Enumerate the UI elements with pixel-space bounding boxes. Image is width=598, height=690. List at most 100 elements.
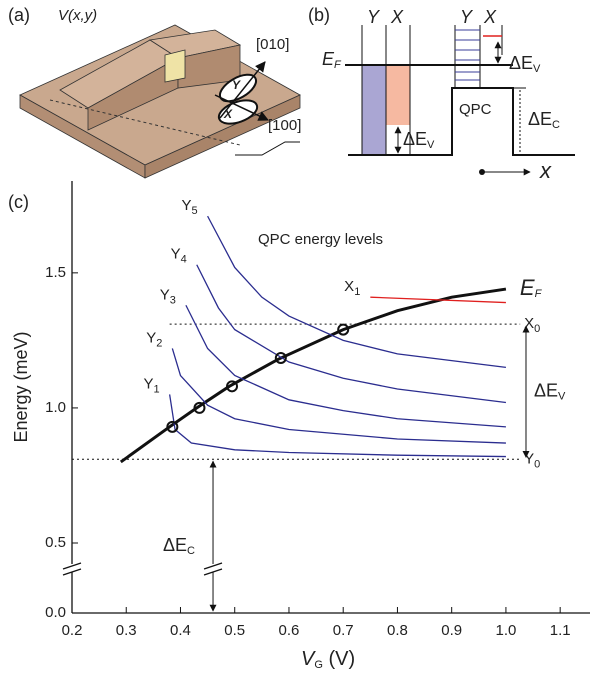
intersection-marker <box>274 351 287 364</box>
text-part: ΔE <box>528 109 552 129</box>
text-part: V <box>558 391 566 403</box>
text-part: 4 <box>181 254 187 266</box>
text-part: E <box>520 275 535 300</box>
filled-band <box>386 65 410 125</box>
x-tick-label: 0.9 <box>441 622 462 639</box>
text-part: X <box>344 278 354 295</box>
y-tick-label: 0.0 <box>45 604 66 621</box>
text-part: 0 <box>534 458 540 470</box>
band-label: X <box>390 7 404 27</box>
text-part: Y <box>524 450 534 467</box>
intersection-marker <box>193 401 206 414</box>
text-part: Y <box>181 197 191 214</box>
delta-label: ΔEC <box>528 109 560 131</box>
y-axis-label: Energy (meV) <box>11 331 31 442</box>
text-part: G <box>314 659 323 671</box>
level-lines <box>455 29 480 81</box>
dashed-line <box>49 99 241 146</box>
text-part: Y <box>143 375 153 392</box>
panel-a: (a) V(x,y) [010] [100] Y X <box>8 5 301 179</box>
text-part: (V) <box>323 648 355 670</box>
text-part: E <box>322 49 335 69</box>
text-part: 3 <box>170 294 176 306</box>
arrow-break-gap <box>205 564 222 572</box>
y-tick-label: 1.5 <box>45 264 66 281</box>
pointer <box>235 141 300 156</box>
band-label: Y <box>460 7 474 27</box>
text-part: ΔE <box>403 129 427 149</box>
series-line <box>171 348 506 444</box>
series-line <box>207 215 507 369</box>
delta-label: ΔEV <box>509 53 541 75</box>
potential-label: V(x,y) <box>58 7 97 24</box>
text-part: Y <box>160 286 170 303</box>
x-tick-label: 0.5 <box>224 622 245 639</box>
x-tick-label: 1.1 <box>550 622 571 639</box>
x-tick-label: 0.7 <box>333 622 354 639</box>
annotation: QPC energy levels <box>258 231 383 248</box>
intersection-marker <box>226 380 239 393</box>
x-tick-label: 0.8 <box>387 622 408 639</box>
text-part: V <box>301 648 316 670</box>
x-tick-label: 0.6 <box>279 622 300 639</box>
x-tick-label: 0.3 <box>116 622 137 639</box>
axis-label: x <box>539 158 552 183</box>
y-tick-label: 1.0 <box>45 399 66 416</box>
panel-label: (b) <box>308 5 330 25</box>
series-label: Y3 <box>160 286 176 306</box>
text-part: 5 <box>191 205 197 217</box>
qpc-notch <box>164 49 186 83</box>
y-tick-label: 0.5 <box>45 534 66 551</box>
series-line <box>370 296 506 304</box>
series-line <box>185 304 506 428</box>
series-line <box>168 394 506 458</box>
text-part: X <box>524 315 534 332</box>
delta-label: ΔEV <box>403 129 435 151</box>
potential-profile <box>348 87 575 156</box>
series-label: Y5 <box>181 197 197 217</box>
text-part: 2 <box>156 337 162 349</box>
text-part: F <box>334 59 342 71</box>
panel-label: (a) <box>8 5 30 25</box>
axis-label: X <box>223 107 233 121</box>
filled-band <box>362 65 386 155</box>
direction-label: [100] <box>268 117 301 134</box>
band-label: X <box>483 7 497 27</box>
series-label: Y1 <box>143 375 159 395</box>
text-part: ΔE <box>534 380 558 400</box>
text-part: V <box>427 139 435 151</box>
panel-c: 0.2 0.3 0.4 0.5 0.6 0.7 0.8 0.9 1.0 1.1 0.0 0.5 1.0 1… <box>8 181 590 671</box>
text-part: ΔE <box>163 535 187 555</box>
fermi-label: EF <box>322 49 342 71</box>
panel-label: (c) <box>8 192 29 212</box>
x-tick-label: 0.2 <box>62 622 83 639</box>
text-part: V <box>533 63 541 75</box>
series-label: EF <box>520 275 543 300</box>
text-part: F <box>535 288 543 300</box>
level-label: Y0 <box>524 450 540 470</box>
level-label: X0 <box>524 315 540 335</box>
qpc-label: QPC <box>459 101 492 118</box>
axis-break <box>62 562 82 576</box>
arrow-010 <box>219 61 266 119</box>
arrow-break <box>203 562 223 576</box>
intersection-marker <box>337 323 350 336</box>
axis-label: Y <box>232 78 241 92</box>
x-tick-label: 1.0 <box>495 622 516 639</box>
panel-b: (b) Y X Y X EF ΔEV ΔEV ΔEC QPC x <box>308 5 575 183</box>
series-label: Y4 <box>171 246 187 266</box>
series-label: X1 <box>344 278 360 298</box>
delta-ec-label: ΔEC <box>163 535 195 557</box>
x-axis-label: VG (V) <box>301 648 355 671</box>
direction-label: [010] <box>256 36 289 53</box>
x-tick-label: 0.4 <box>170 622 191 639</box>
text-part: C <box>552 119 560 131</box>
text-part: Y <box>146 329 156 346</box>
series-line <box>119 287 507 464</box>
intersection-marker <box>166 420 179 433</box>
series-label: Y2 <box>146 329 162 349</box>
delta-ev-label: ΔEV <box>534 380 566 402</box>
series-line <box>196 264 507 404</box>
band-label: Y <box>367 7 381 27</box>
